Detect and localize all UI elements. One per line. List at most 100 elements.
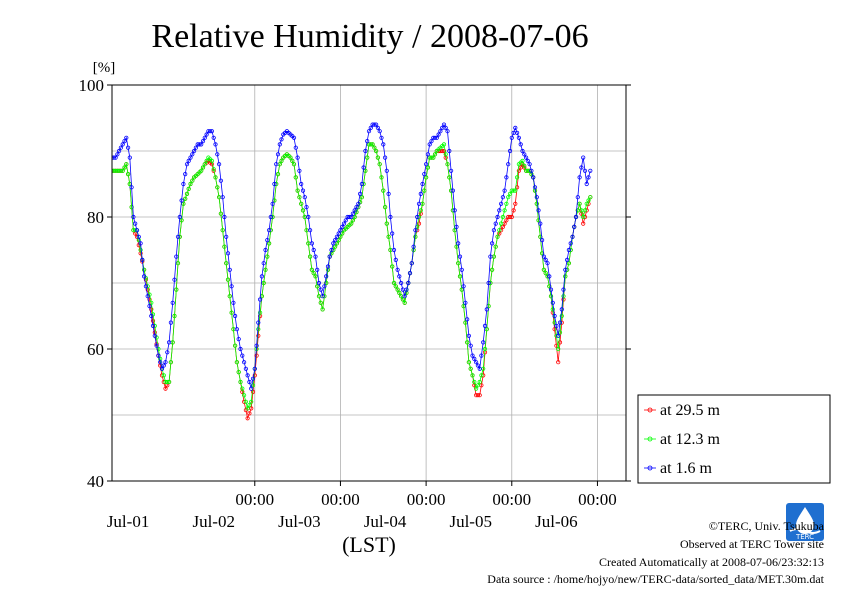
data-point [243,366,248,371]
data-point [199,168,204,173]
data-point [525,158,530,163]
data-point [347,214,352,220]
data-point [231,300,236,305]
data-point [415,214,420,220]
data-point [516,135,522,140]
data-point [429,155,434,160]
data-point [261,280,266,286]
data-point [150,323,156,328]
data-point [316,280,322,286]
data-point [482,323,488,328]
data-point [568,241,573,246]
data-point [163,360,168,365]
data-point [470,353,475,358]
data-point [513,188,518,193]
data-point [484,327,489,332]
data-point [497,228,502,233]
data-point [359,195,364,200]
data-point [472,356,477,361]
data-point [115,152,120,157]
data-point [463,300,468,305]
data-point [129,185,134,190]
observed-text: Observed at TERC Tower site [680,537,824,551]
data-point [118,145,124,150]
data-point [556,346,561,352]
data-point [375,155,380,160]
data-point [177,214,182,220]
data-point [202,135,207,140]
data-point [211,135,216,140]
data-point [338,228,343,233]
data-point [564,257,570,262]
data-point [265,254,270,259]
data-point [297,168,302,173]
data-point [309,267,314,272]
x-tick-label: 00:00 [407,490,446,509]
data-point [372,122,377,127]
terc-logo: TERC [786,503,824,541]
data-point [270,201,275,206]
data-point [272,181,277,187]
data-point [393,257,398,262]
data-point [563,267,568,272]
legend-label: at 12.3 m [660,431,721,448]
data-point [293,145,298,150]
data-point [584,181,589,187]
data-point [181,181,186,187]
data-point [307,228,313,233]
data-point [256,320,261,325]
data-point [227,267,232,272]
data-point [379,175,384,180]
data-point [315,267,320,272]
grid-lines [112,85,626,481]
data-point [561,294,566,299]
data-point [506,162,511,167]
data-point [420,181,425,187]
data-point [138,247,143,253]
data-point [332,244,338,249]
data-point [122,165,127,170]
data-point [413,228,418,233]
data-point [325,264,331,269]
data-point [377,162,382,167]
data-point [441,148,447,154]
day-label: Jul-01 [107,512,150,531]
data-point [514,175,520,180]
data-point [184,191,190,196]
data-point [197,142,202,147]
data-point [266,228,272,233]
data-point [441,122,447,127]
data-point [199,142,204,147]
data-point [552,320,557,325]
data-point [140,257,145,262]
data-point [209,129,214,134]
data-point [309,241,314,246]
series-1 [112,142,593,411]
data-point [411,244,416,249]
data-point [511,188,516,193]
data-point [538,221,543,226]
data-point [391,280,397,286]
data-point [147,297,152,302]
data-point [459,287,464,292]
data-point [165,350,170,355]
data-point [397,274,402,279]
data-point [577,175,582,180]
data-point [477,393,482,398]
data-point [377,129,382,134]
data-point [557,340,563,345]
data-point [161,373,166,378]
data-point [386,191,391,196]
data-point [500,195,505,200]
data-point [454,244,459,249]
data-point [466,333,471,338]
data-point [220,195,225,200]
data-point [245,373,250,378]
data-point [582,168,588,173]
data-point [582,208,588,213]
data-point [204,158,209,163]
legend: at 29.5 m at 12.3 m at 1.6 m [637,394,831,484]
data-point [470,373,475,378]
data-point [473,360,479,365]
data-point [268,214,273,220]
